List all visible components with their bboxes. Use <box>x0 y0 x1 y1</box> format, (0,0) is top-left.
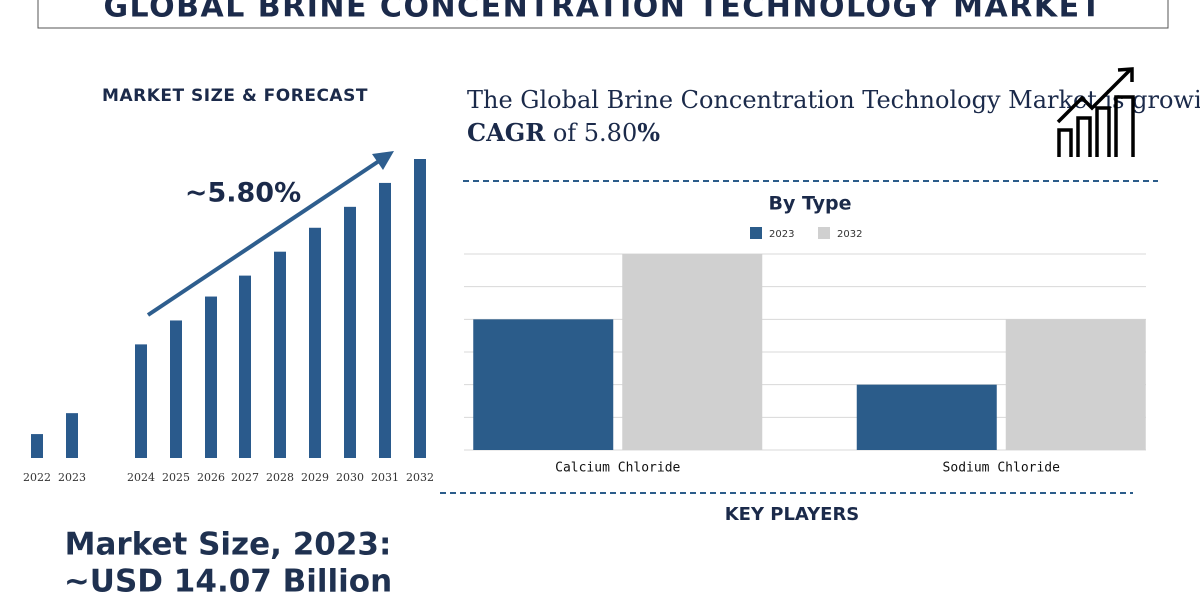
bar <box>170 320 182 458</box>
x-tick-label: Sodium Chloride <box>943 461 1061 476</box>
x-tick-label: 2032 <box>406 471 434 484</box>
market-size: ~USD 14.07 Billion <box>64 564 392 600</box>
bar <box>239 275 251 458</box>
market-size: Market Size, 2023: <box>65 527 392 563</box>
page-title: GLOBAL BRINE CONCENTRATION TECHNOLOGY MA… <box>103 0 1102 25</box>
x-tick-label: 2026 <box>197 471 225 484</box>
growth-label: ~5.80% <box>185 178 301 209</box>
x-tick-label: 2023 <box>58 471 86 484</box>
x-tick-label: 2031 <box>371 471 399 484</box>
bar <box>274 251 286 458</box>
bar <box>622 254 763 450</box>
chart-title: By Type <box>768 193 851 215</box>
statement-text: The Global Brine Concentration Technolog… <box>467 86 1200 114</box>
statement-bold: % <box>637 118 660 147</box>
statement-line: CAGR of 5.80% <box>467 118 660 147</box>
x-tick-label: 2025 <box>162 471 190 484</box>
arrow-head <box>372 151 394 170</box>
section-heading: KEY PLAYERS <box>725 504 860 525</box>
statement-line: The Global Brine Concentration Technolog… <box>467 86 1200 114</box>
legend-swatch <box>818 227 830 239</box>
bar <box>344 206 356 458</box>
x-tick-label: 2029 <box>301 471 329 484</box>
x-tick-label: 2027 <box>231 471 259 484</box>
bar <box>414 159 426 458</box>
section-heading: MARKET SIZE & FORECAST <box>102 86 368 106</box>
bar <box>379 182 391 459</box>
growth-icon <box>1056 67 1135 157</box>
bar <box>309 227 321 458</box>
bar <box>135 344 147 458</box>
bar <box>205 296 217 458</box>
legend-label: 2032 <box>837 229 862 240</box>
bar <box>856 384 997 450</box>
x-tick-label: 2030 <box>336 471 364 484</box>
bar <box>31 434 43 458</box>
x-tick-label: 2022 <box>23 471 51 484</box>
legend-swatch <box>750 227 762 239</box>
legend-label: 2023 <box>769 229 794 240</box>
statement-bold: CAGR <box>467 118 546 147</box>
growth-arrow <box>146 157 384 317</box>
x-tick-label: Calcium Chloride <box>555 461 680 476</box>
bar <box>473 319 614 450</box>
x-tick-label: 2024 <box>127 471 155 484</box>
statement-text: of 5.80 <box>553 119 637 147</box>
bar <box>1005 319 1146 450</box>
x-tick-label: 2028 <box>266 471 294 484</box>
title-box <box>37 0 1169 29</box>
bar <box>66 413 78 458</box>
